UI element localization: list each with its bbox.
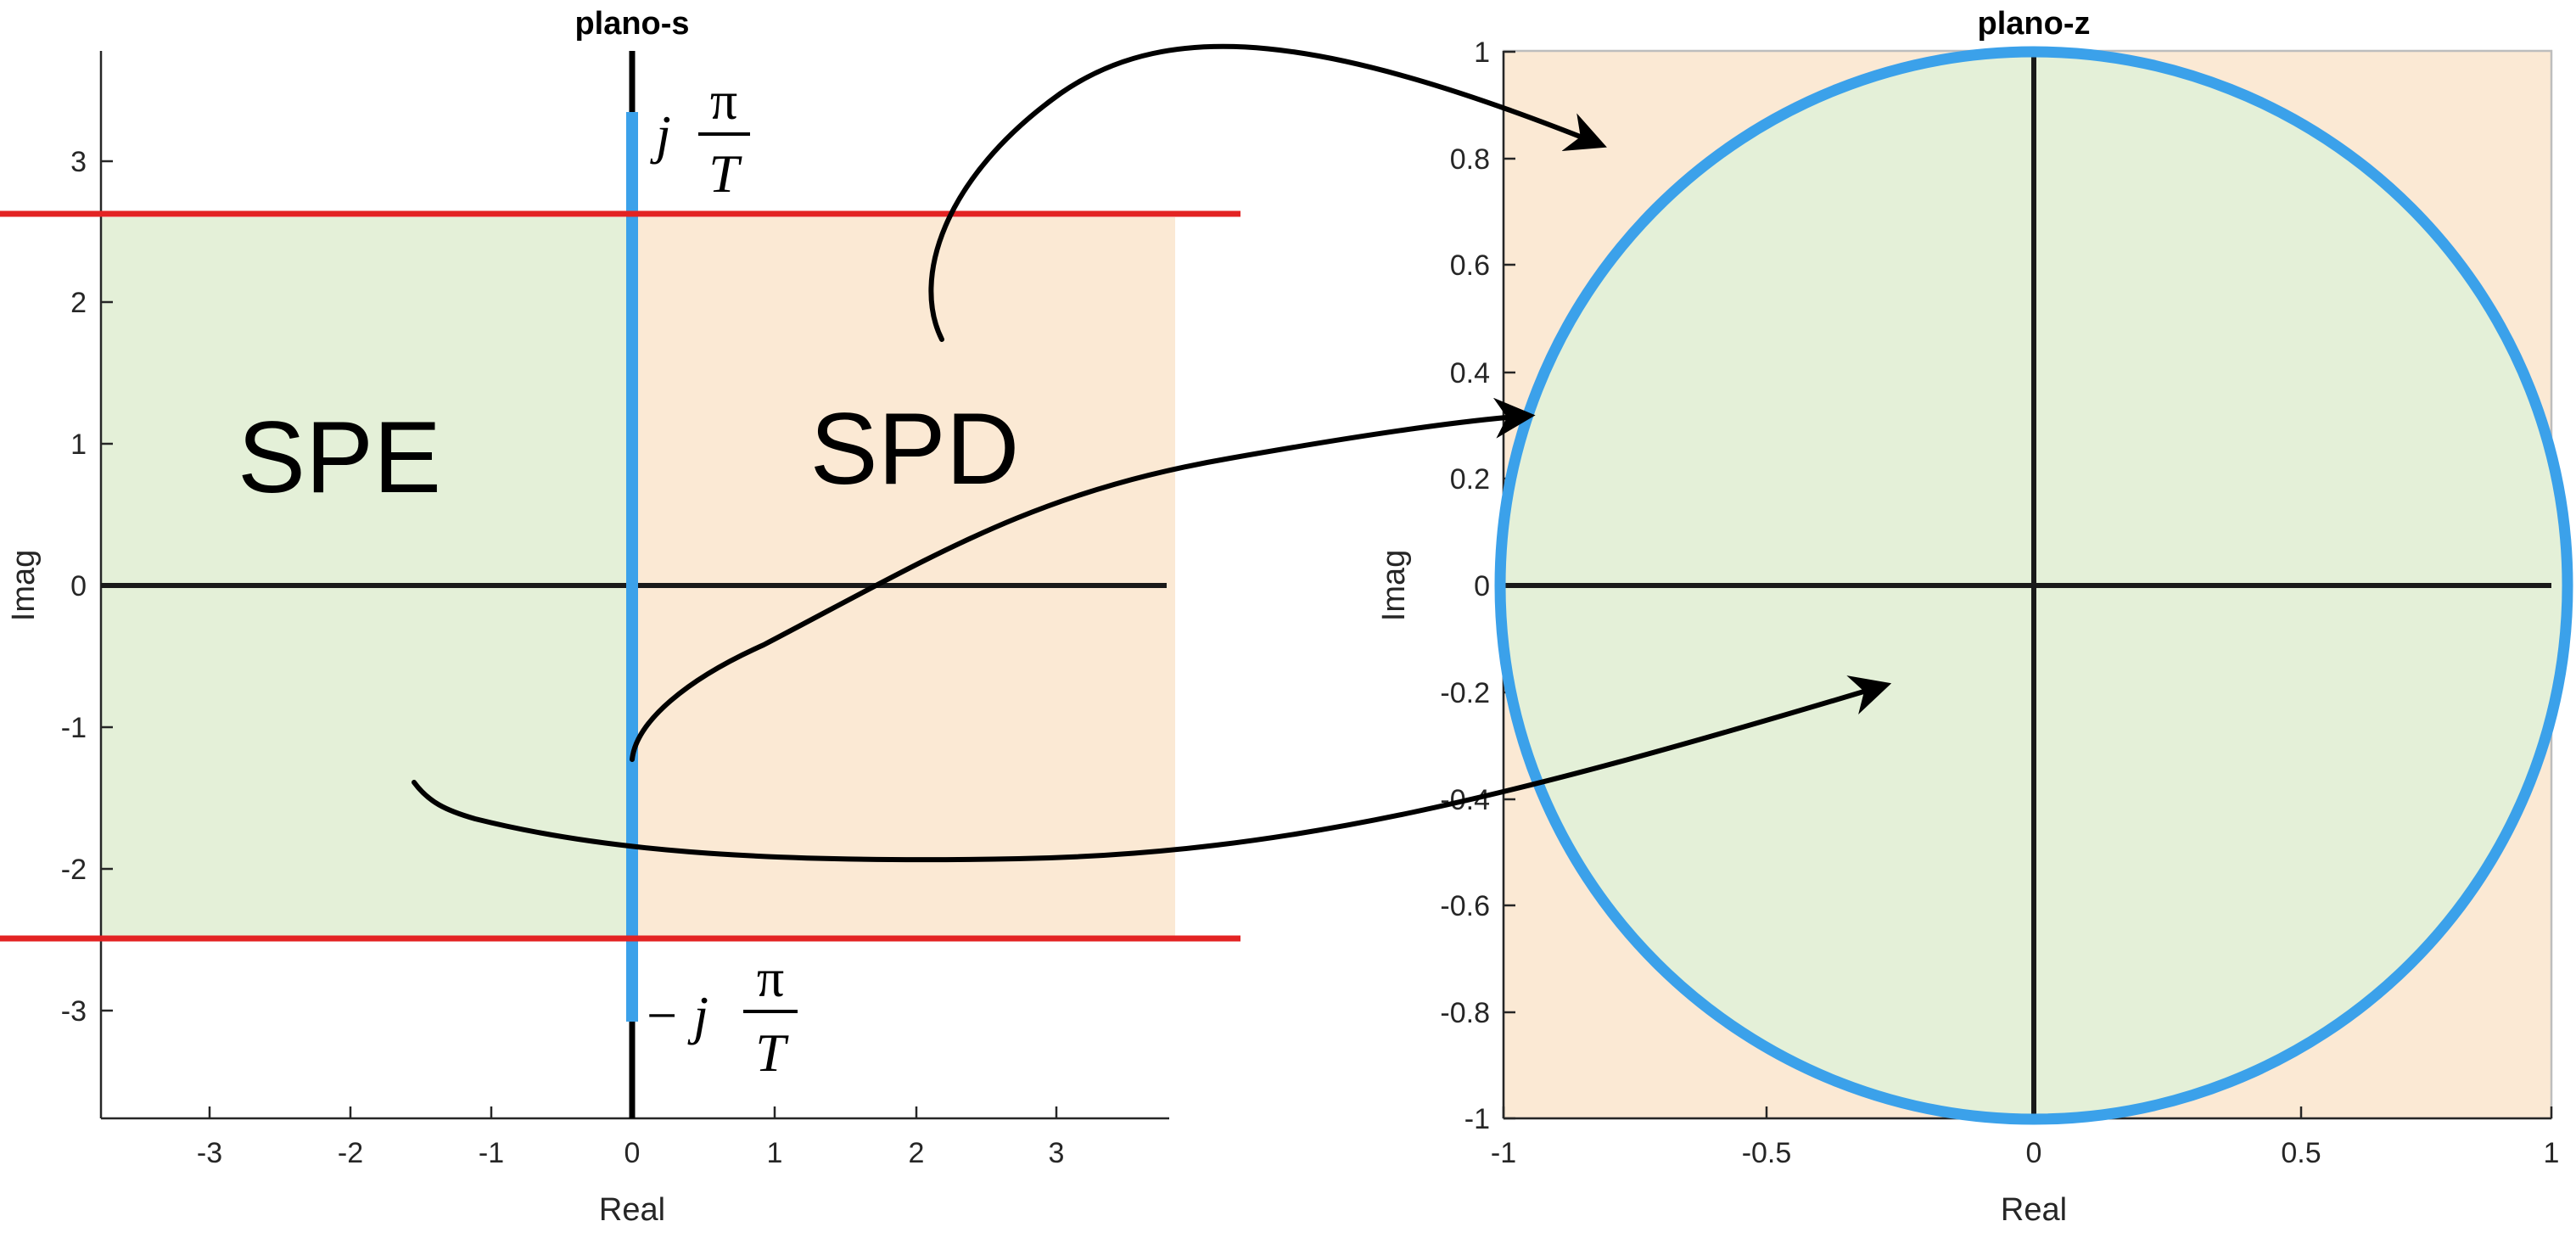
s-xtick-label: 3 bbox=[1049, 1137, 1065, 1169]
s-plane-xlabel: Real bbox=[599, 1192, 665, 1228]
z-ytick-label: 0.4 bbox=[1450, 357, 1490, 389]
s-ytick-label: 2 bbox=[70, 287, 87, 319]
upper-limit-math-label: j π T bbox=[650, 70, 750, 204]
z-plane-ylabel: Imag bbox=[1376, 550, 1412, 621]
z-plane-panel: 1 0.8 0.6 0.4 0.2 0 -0.2 -0.4 -0.6 -0.8 … bbox=[1376, 6, 2573, 1228]
z-ytick-label: -0.6 bbox=[1440, 890, 1490, 922]
z-ytick-label: 0.8 bbox=[1450, 143, 1490, 176]
z-plane-title: plano-z bbox=[1978, 6, 2091, 42]
spe-region-label: SPE bbox=[238, 401, 441, 514]
unit-circle bbox=[1494, 46, 2573, 1125]
lower-limit-math-label: − j π T bbox=[643, 948, 798, 1083]
arrow-rhp-to-exterior bbox=[928, 43, 1607, 342]
math-denominator: T bbox=[708, 143, 742, 204]
z-plane-xlabel: Real bbox=[2001, 1192, 2067, 1228]
s-xtick-label: 1 bbox=[767, 1137, 783, 1169]
s-plane-ylabel: Imag bbox=[6, 550, 42, 621]
right-half-plane-region bbox=[632, 217, 1175, 937]
s-xtick-label: -2 bbox=[338, 1137, 363, 1169]
z-ytick-label: -0.8 bbox=[1440, 997, 1490, 1029]
s-xtick-label: -1 bbox=[479, 1137, 504, 1169]
left-half-plane-region bbox=[101, 217, 632, 937]
s-xtick-label: 2 bbox=[909, 1137, 925, 1169]
math-numerator: π bbox=[757, 948, 784, 1008]
spd-region-label: SPD bbox=[810, 392, 1020, 506]
z-xtick-label: 0.5 bbox=[2281, 1137, 2321, 1169]
math-prefix: j bbox=[650, 104, 671, 165]
z-xtick-label: 0 bbox=[2026, 1137, 2042, 1169]
math-denominator: T bbox=[755, 1022, 789, 1083]
mapping-arrows bbox=[412, 43, 1892, 863]
z-ytick-label: -0.2 bbox=[1440, 677, 1490, 709]
z-ytick-label: -1 bbox=[1464, 1103, 1490, 1135]
math-prefix: − j bbox=[643, 985, 708, 1045]
s-plane-title: plano-s bbox=[574, 6, 689, 42]
z-ytick-label: 0.6 bbox=[1450, 249, 1490, 282]
arrow-imag-axis-to-unit-circle bbox=[630, 397, 1536, 762]
s-xtick-label: 0 bbox=[624, 1137, 641, 1169]
z-ytick-label: 0.2 bbox=[1450, 463, 1490, 496]
z-xtick-label: -0.5 bbox=[1742, 1137, 1792, 1169]
s-ytick-label: 0 bbox=[70, 570, 87, 602]
s-ytick-label: -1 bbox=[61, 712, 87, 744]
s-ytick-label: 3 bbox=[70, 146, 87, 178]
math-numerator: π bbox=[710, 70, 737, 131]
s-ytick-label: -3 bbox=[61, 995, 87, 1028]
s-ytick-label: -2 bbox=[61, 854, 87, 886]
z-xtick-label: 1 bbox=[2544, 1137, 2560, 1169]
z-xtick-label: -1 bbox=[1491, 1137, 1516, 1169]
s-ytick-label: 1 bbox=[70, 429, 87, 461]
arrow-lhp-to-interior bbox=[412, 675, 1892, 863]
z-ytick-label: 0 bbox=[1474, 570, 1490, 602]
z-ytick-label: 1 bbox=[1474, 36, 1490, 69]
s-xtick-label: -3 bbox=[197, 1137, 222, 1169]
s-plane-panel: 3 2 1 0 -1 -2 -3 -3 -2 -1 0 1 2 3 Real I… bbox=[0, 6, 1240, 1228]
